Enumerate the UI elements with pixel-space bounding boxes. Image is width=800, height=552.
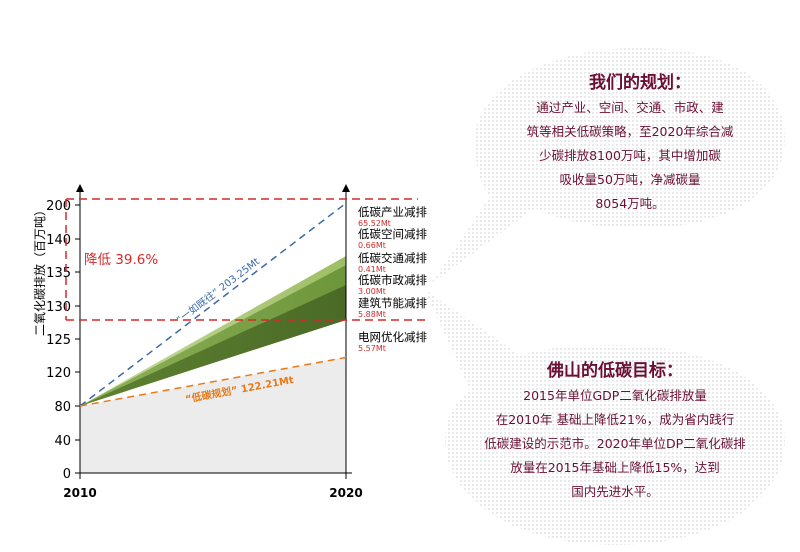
- y-tick-label: 120: [46, 366, 71, 381]
- y-tick-label: 0: [63, 467, 71, 482]
- x-tick-label: 2010: [63, 486, 96, 500]
- plot-area: 0 40 80 120 125 130 135 140 200 2010 2020 二氧化碳排放（百万…: [32, 184, 428, 500]
- bottom-bubble-line: 低碳建设的示范市。2020年单位DP二氧化碳排: [484, 436, 746, 451]
- band-label: 低碳市政减排: [358, 273, 427, 287]
- bottom-bubble-title: 佛山的低碳目标：: [547, 361, 683, 381]
- reduction-label: 降低 39.6%: [84, 252, 158, 268]
- band-label: 低碳空间减排: [358, 227, 427, 241]
- baseline-area: [80, 357, 346, 473]
- reduction-band-mid: [80, 265, 346, 406]
- bottom-bubble-line: 在2010年 基础上降低21%，成为省内践行: [495, 412, 735, 427]
- y-tick-label: 135: [46, 266, 71, 281]
- y-tick-label: 40: [54, 434, 71, 449]
- y-tick-label: 140: [46, 233, 71, 248]
- y-tick-label: 200: [46, 199, 71, 214]
- series-line-lowcarbon: [79, 356, 347, 407]
- y-tick-label: 80: [54, 400, 71, 415]
- reduction-band-bottom: [80, 285, 346, 406]
- y-tick-label: 125: [46, 333, 71, 348]
- band-value: 5.88Mt: [358, 310, 386, 319]
- x-tick-label: 2020: [329, 486, 362, 500]
- reduction-band-top: [80, 256, 346, 406]
- band-label: 建筑节能减排: [358, 296, 427, 310]
- series-line-bau: [79, 202, 347, 407]
- band-label: 低碳交通减排: [358, 251, 427, 265]
- top-bubble-text: 通过产业、空间、交通、市政、建 筑等相关低碳策略，至2020年综合减 少碳排放8…: [480, 96, 780, 216]
- bottom-bubble-text: 2015年单位GDP二氧化碳排放量 在2010年 基础上降低21%，成为省内践行…: [455, 384, 775, 504]
- band-value: 0.41Mt: [358, 265, 386, 274]
- y-axis-label: 二氧化碳排放（百万吨）: [32, 204, 47, 336]
- band-value: 3.00Mt: [358, 287, 386, 296]
- top-bubble-shape: [430, 48, 785, 285]
- y-axis-arrow: [76, 184, 84, 192]
- top-bubble-line: 吸收量50万吨，净减碳量: [559, 172, 701, 187]
- y-tick-label: 130: [46, 300, 71, 315]
- band-label: 电网优化减排: [358, 330, 427, 344]
- band-value: 5.57Mt: [358, 344, 386, 353]
- bottom-bubble-line: 放量在2015年基础上降低15%，达到: [510, 460, 720, 475]
- bottom-bubble-line: 2015年单位GDP二氧化碳排放量: [523, 388, 707, 403]
- band-value: 0.66Mt: [358, 241, 386, 250]
- top-bubble-title: 我们的规划：: [589, 73, 691, 93]
- top-bubble-line: 8054万吨。: [595, 196, 665, 211]
- right-axis-arrow: [342, 184, 350, 192]
- top-bubble-line: 筑等相关低碳策略，至2020年综合减: [526, 124, 734, 139]
- top-bubble-line: 通过产业、空间、交通、市政、建: [536, 100, 724, 115]
- bottom-bubble-shape: [425, 290, 785, 545]
- band-value: 65.52Mt: [358, 219, 391, 228]
- bottom-bubble-line: 国内先进水平。: [571, 484, 659, 499]
- band-label: 低碳产业减排: [358, 205, 427, 219]
- top-bubble-line: 少碳排放8100万吨，其中增加碳: [539, 148, 721, 163]
